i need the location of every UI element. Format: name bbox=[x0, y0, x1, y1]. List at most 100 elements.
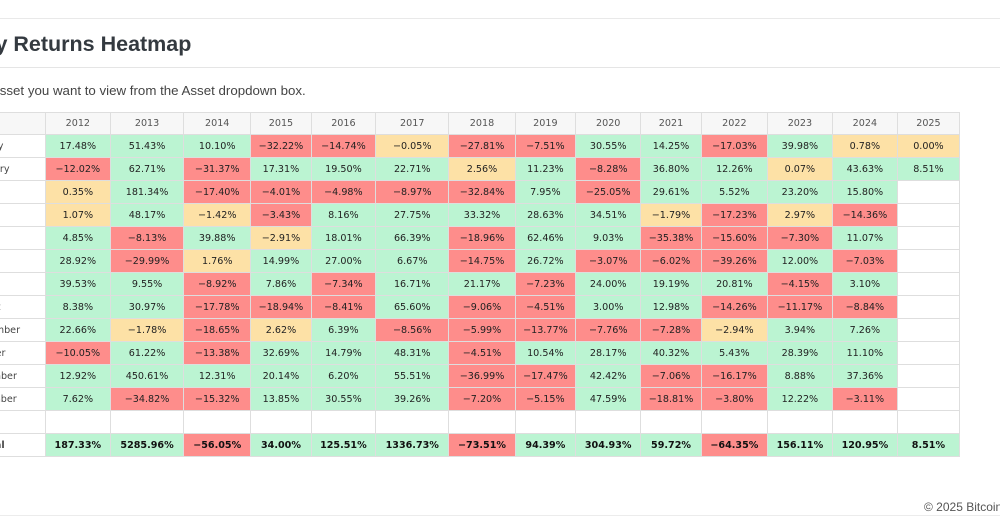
heatmap-cell: 7.26% bbox=[831, 318, 898, 342]
column-header-year: 2012 bbox=[44, 112, 111, 135]
heatmap-cell: −14.36% bbox=[831, 203, 898, 227]
heatmap-cell: 19.19% bbox=[640, 272, 702, 296]
heatmap-cell: 28.17% bbox=[575, 341, 642, 365]
heatmap-cell: 1.76% bbox=[183, 249, 252, 273]
heatmap-cell: −14.74% bbox=[310, 134, 377, 158]
heatmap-cell: −17.03% bbox=[700, 134, 768, 158]
heatmap-cell: −17.78% bbox=[183, 295, 252, 319]
heatmap-cell: −7.03% bbox=[831, 249, 898, 273]
spacer-cell bbox=[310, 410, 377, 434]
heatmap-cell: 37.36% bbox=[831, 364, 898, 388]
heatmap-cell: 12.00% bbox=[766, 249, 833, 273]
heatmap-cell-empty bbox=[896, 226, 961, 250]
heatmap-cell: 120.95% bbox=[831, 433, 898, 457]
heatmap-cell: −8.41% bbox=[310, 295, 377, 319]
heatmap-cell: 39.88% bbox=[183, 226, 252, 250]
heatmap-cell: 13.85% bbox=[250, 387, 312, 411]
heatmap-cell: −25.05% bbox=[575, 180, 642, 204]
heatmap-cell: 181.34% bbox=[109, 180, 185, 204]
heatmap-cell: 304.93% bbox=[575, 433, 642, 457]
heatmap-cell-empty bbox=[896, 318, 961, 342]
heatmap-cell: −5.99% bbox=[448, 318, 516, 342]
heatmap-cell: 51.43% bbox=[109, 134, 185, 158]
heatmap-cell: −7.76% bbox=[575, 318, 642, 342]
month-row: July39.53%9.55%−8.92%7.86%−7.34%16.71%21… bbox=[0, 272, 961, 296]
heatmap-cell: 15.80% bbox=[831, 180, 898, 204]
row-label: Annual bbox=[0, 433, 46, 457]
spacer-cell bbox=[448, 410, 516, 434]
heatmap-cell: −8.92% bbox=[183, 272, 252, 296]
heatmap-cell: 28.39% bbox=[766, 341, 833, 365]
heatmap-cell: −4.98% bbox=[310, 180, 377, 204]
heatmap-cell: 125.51% bbox=[310, 433, 377, 457]
heatmap-cell: 39.98% bbox=[766, 134, 833, 158]
heatmap-cell: 8.51% bbox=[896, 157, 961, 181]
heatmap-cell: −1.79% bbox=[640, 203, 702, 227]
month-row: October−10.05%61.22%−13.38%32.69%14.79%4… bbox=[0, 341, 961, 365]
heatmap-cell: 10.10% bbox=[183, 134, 252, 158]
heatmap-cell: −7.06% bbox=[640, 364, 702, 388]
row-label: August bbox=[0, 295, 46, 319]
month-row: August8.38%30.97%−17.78%−18.94%−8.41%65.… bbox=[0, 295, 961, 319]
heatmap-cell: 7.62% bbox=[44, 387, 111, 411]
heatmap-cell: −4.01% bbox=[250, 180, 312, 204]
heatmap-cell: 6.67% bbox=[375, 249, 450, 273]
heatmap-cell: 9.03% bbox=[575, 226, 642, 250]
heatmap-cell: 30.97% bbox=[109, 295, 185, 319]
heatmap-cell: 22.66% bbox=[44, 318, 111, 342]
heatmap-cell: 187.33% bbox=[44, 433, 111, 457]
column-header-year: 2020 bbox=[575, 112, 642, 135]
heatmap-cell: 43.63% bbox=[831, 157, 898, 181]
spacer-cell bbox=[183, 410, 252, 434]
heatmap-cell-empty bbox=[896, 249, 961, 273]
heatmap-cell: 20.14% bbox=[250, 364, 312, 388]
spacer-cell bbox=[640, 410, 702, 434]
heatmap-cell: 2.62% bbox=[250, 318, 312, 342]
column-header-year: 2025 bbox=[896, 112, 961, 135]
heatmap-cell: 19.50% bbox=[310, 157, 377, 181]
heatmap-cell-empty bbox=[896, 295, 961, 319]
row-label: December bbox=[0, 387, 46, 411]
heatmap-cell: 36.80% bbox=[640, 157, 702, 181]
month-row: December7.62%−34.82%−15.32%13.85%30.55%3… bbox=[0, 387, 961, 411]
heatmap-cell: −35.38% bbox=[640, 226, 702, 250]
spacer-cell bbox=[109, 410, 185, 434]
heatmap-cell: 12.22% bbox=[766, 387, 833, 411]
heatmap-cell: −39.26% bbox=[700, 249, 768, 273]
month-row: February−12.02%62.71%−31.37%17.31%19.50%… bbox=[0, 157, 961, 181]
heatmap-cell: 11.07% bbox=[831, 226, 898, 250]
spacer-row bbox=[0, 410, 961, 434]
heatmap-cell: 30.55% bbox=[310, 387, 377, 411]
page-instructions: Select which asset you want to view from… bbox=[0, 83, 306, 98]
heatmap-cell: 21.17% bbox=[448, 272, 516, 296]
heatmap-cell: 48.17% bbox=[109, 203, 185, 227]
heatmap-cell: −7.51% bbox=[514, 134, 577, 158]
heatmap-cell: −29.99% bbox=[109, 249, 185, 273]
heatmap-cell: −15.32% bbox=[183, 387, 252, 411]
column-header-year: 2018 bbox=[448, 112, 516, 135]
heatmap-cell: 8.38% bbox=[44, 295, 111, 319]
heatmap-cell: 59.72% bbox=[640, 433, 702, 457]
heatmap-cell: 18.01% bbox=[310, 226, 377, 250]
heatmap-cell: 61.22% bbox=[109, 341, 185, 365]
heatmap-cell: −1.42% bbox=[183, 203, 252, 227]
spacer-cell bbox=[575, 410, 642, 434]
spacer-cell bbox=[375, 410, 450, 434]
row-label: May bbox=[0, 226, 46, 250]
heatmap-cell: −12.02% bbox=[44, 157, 111, 181]
heatmap-cell: −4.51% bbox=[448, 341, 516, 365]
heatmap-cell: −4.15% bbox=[766, 272, 833, 296]
heatmap-cell: −14.75% bbox=[448, 249, 516, 273]
heatmap-cell: 1336.73% bbox=[375, 433, 450, 457]
heatmap-cell: −17.40% bbox=[183, 180, 252, 204]
row-label: November bbox=[0, 364, 46, 388]
heatmap-cell: 14.79% bbox=[310, 341, 377, 365]
heatmap-cell: 17.31% bbox=[250, 157, 312, 181]
heatmap-cell: 20.81% bbox=[700, 272, 768, 296]
heatmap-cell: 6.20% bbox=[310, 364, 377, 388]
heatmap-cell: 12.98% bbox=[640, 295, 702, 319]
heatmap-cell: 27.75% bbox=[375, 203, 450, 227]
heatmap-cell: −7.23% bbox=[514, 272, 577, 296]
row-label: July bbox=[0, 272, 46, 296]
heatmap-cell: 12.26% bbox=[700, 157, 768, 181]
